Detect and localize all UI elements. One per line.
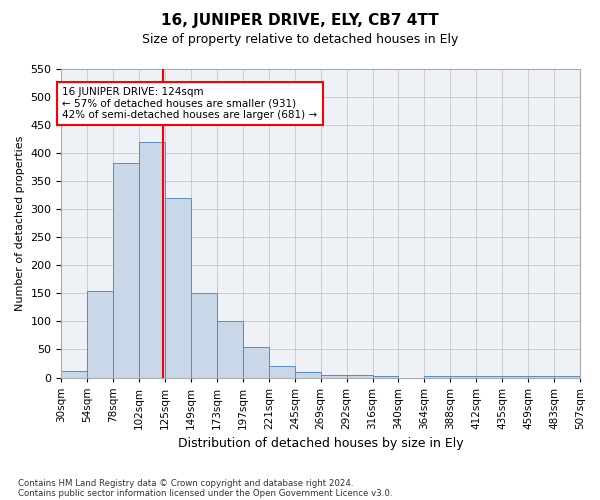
Bar xyxy=(269,366,295,378)
Bar xyxy=(424,376,451,378)
Bar xyxy=(347,374,373,378)
Bar xyxy=(217,322,243,378)
Bar xyxy=(554,376,580,378)
Bar xyxy=(165,198,191,378)
Y-axis label: Number of detached properties: Number of detached properties xyxy=(15,136,25,311)
Bar xyxy=(476,376,502,378)
Bar xyxy=(295,372,321,378)
Bar xyxy=(61,371,88,378)
Text: Size of property relative to detached houses in Ely: Size of property relative to detached ho… xyxy=(142,32,458,46)
Bar xyxy=(139,142,165,378)
Bar xyxy=(528,376,554,378)
Bar xyxy=(373,376,398,378)
Bar xyxy=(113,162,139,378)
Bar xyxy=(502,376,528,378)
Bar xyxy=(88,290,113,378)
Text: 16 JUNIPER DRIVE: 124sqm
← 57% of detached houses are smaller (931)
42% of semi-: 16 JUNIPER DRIVE: 124sqm ← 57% of detach… xyxy=(62,87,317,120)
Bar xyxy=(191,294,217,378)
Bar xyxy=(243,346,269,378)
X-axis label: Distribution of detached houses by size in Ely: Distribution of detached houses by size … xyxy=(178,437,464,450)
Text: 16, JUNIPER DRIVE, ELY, CB7 4TT: 16, JUNIPER DRIVE, ELY, CB7 4TT xyxy=(161,12,439,28)
Bar xyxy=(451,376,476,378)
Bar xyxy=(321,374,347,378)
Text: Contains HM Land Registry data © Crown copyright and database right 2024.: Contains HM Land Registry data © Crown c… xyxy=(18,478,353,488)
Text: Contains public sector information licensed under the Open Government Licence v3: Contains public sector information licen… xyxy=(18,488,392,498)
